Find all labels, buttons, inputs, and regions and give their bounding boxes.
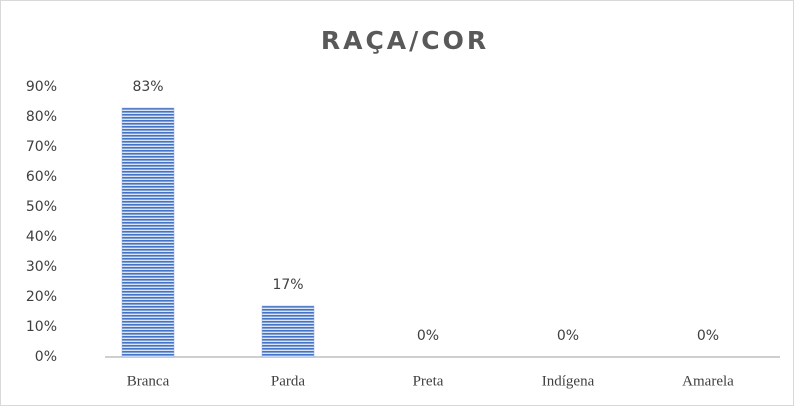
y-tick-label: 30% <box>26 259 57 275</box>
y-tick-label: 20% <box>26 289 57 305</box>
y-tick-label: 50% <box>26 199 57 215</box>
y-tick-label: 0% <box>35 349 57 365</box>
y-tick-label: 90% <box>26 79 57 95</box>
y-tick-label: 70% <box>26 139 57 155</box>
y-tick-label: 80% <box>26 109 57 125</box>
bar <box>261 305 315 358</box>
y-tick-label: 10% <box>26 319 57 335</box>
x-tick-label: Indígena <box>542 373 595 389</box>
x-tick-label: Amarela <box>682 373 734 389</box>
x-tick-label: Preta <box>413 373 444 389</box>
data-label: 0% <box>697 328 719 344</box>
data-label: 17% <box>272 277 303 293</box>
bar <box>121 107 175 358</box>
data-label: 83% <box>132 79 163 95</box>
x-tick-label: Branca <box>127 373 170 389</box>
y-tick-label: 40% <box>26 229 57 245</box>
data-label: 0% <box>557 328 579 344</box>
x-tick-label: Parda <box>271 373 305 389</box>
y-tick-label: 60% <box>26 169 57 185</box>
data-label: 0% <box>417 328 439 344</box>
chart-title: RAÇA/COR <box>321 26 489 55</box>
